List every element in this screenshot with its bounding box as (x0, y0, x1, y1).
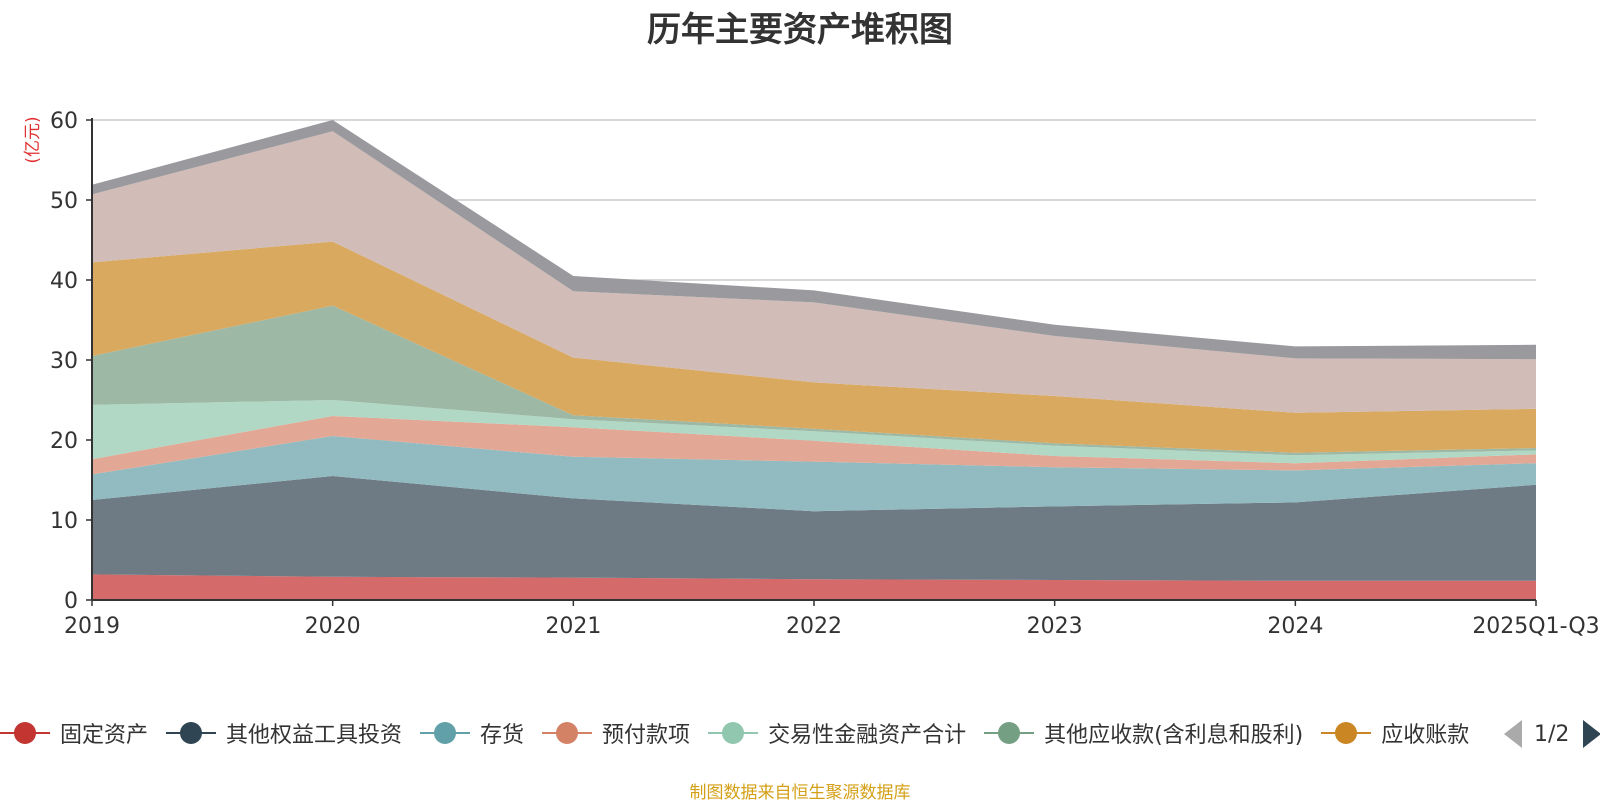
legend-item[interactable]: 其他应收款(含利息和股利) (984, 716, 1303, 750)
legend-page-indicator: 1/2 (1534, 721, 1570, 747)
area-series (92, 120, 1536, 600)
legend-item[interactable]: 存货 (420, 716, 524, 750)
axes: 0 10 20 30 40 50 60 2019 2020 2021 2022 2023 2024 202… (50, 109, 1600, 639)
area-存货 (92, 436, 1536, 512)
legend-label: 预付款项 (602, 723, 691, 748)
area-其他应收款(含利息和股利) (92, 305, 1536, 456)
y-tick-label: 20 (50, 429, 78, 454)
legend-marker-icon (708, 720, 759, 746)
area-固定资产 (92, 574, 1536, 600)
legend-marker-icon (0, 720, 50, 746)
legend-pager: 1/2 (1500, 718, 1600, 750)
area-交易性金融资产合计 (92, 400, 1536, 464)
stacked-area-chart: 0 10 20 30 40 50 60 2019 2020 2021 2022 2023 2024 202… (23, 109, 1600, 639)
legend-prev-page-icon[interactable] (1504, 720, 1522, 748)
chart-title: 历年主要资产堆积图 (647, 10, 953, 50)
legend-marker-icon (420, 720, 471, 746)
x-tick-label: 2019 (64, 614, 120, 639)
legend-label: 固定资产 (60, 723, 149, 748)
legend-item[interactable]: 交易性金融资产合计 (708, 716, 966, 750)
legend-label: 存货 (480, 723, 525, 748)
area-预付款项 (92, 416, 1536, 475)
area-应收账款 (92, 241, 1536, 453)
area-货币资金 (92, 131, 1536, 413)
legend-marker-icon (542, 720, 593, 746)
legend: 固定资产 其他权益工具投资 存货 预付款项 交易性金融资产合计 其他应收款(含利息和股利)… (0, 716, 1500, 750)
x-tick-label: 2023 (1027, 614, 1083, 639)
legend-marker-icon (984, 720, 1035, 746)
legend-item[interactable]: 其他权益工具投资 (166, 716, 402, 750)
y-tick-label: 60 (50, 109, 78, 134)
legend-label: 其他权益工具投资 (226, 723, 403, 748)
legend-label: 交易性金融资产合计 (768, 723, 967, 748)
legend-next-page-icon[interactable] (1583, 720, 1600, 748)
y-tick-label: 10 (50, 509, 78, 534)
area-其他权益工具投资 (92, 476, 1536, 581)
legend-item[interactable]: 预付款项 (542, 716, 690, 750)
y-tick-label: 30 (50, 349, 78, 374)
y-tick-label: 50 (50, 189, 78, 214)
y-axis-label: (亿元) (23, 116, 43, 163)
x-tick-label: 2022 (786, 614, 842, 639)
y-tick-label: 0 (64, 589, 78, 614)
legend-label: 其他应收款(含利息和股利) (1044, 723, 1304, 748)
source-note: 制图数据来自恒生聚源数据库 (689, 783, 911, 803)
legend-item[interactable]: 应收账款 (1321, 716, 1469, 750)
legend-marker-icon (166, 720, 217, 746)
legend-marker-icon (1321, 720, 1372, 746)
x-tick-label: 2021 (545, 614, 601, 639)
y-tick-label: 40 (50, 269, 78, 294)
x-tick-label: 2020 (305, 614, 361, 639)
legend-item[interactable]: 固定资产 (0, 716, 148, 750)
x-tick-label: 2025Q1-Q3 (1472, 614, 1599, 639)
x-tick-label: 2024 (1267, 614, 1323, 639)
legend-label: 应收账款 (1381, 723, 1470, 748)
